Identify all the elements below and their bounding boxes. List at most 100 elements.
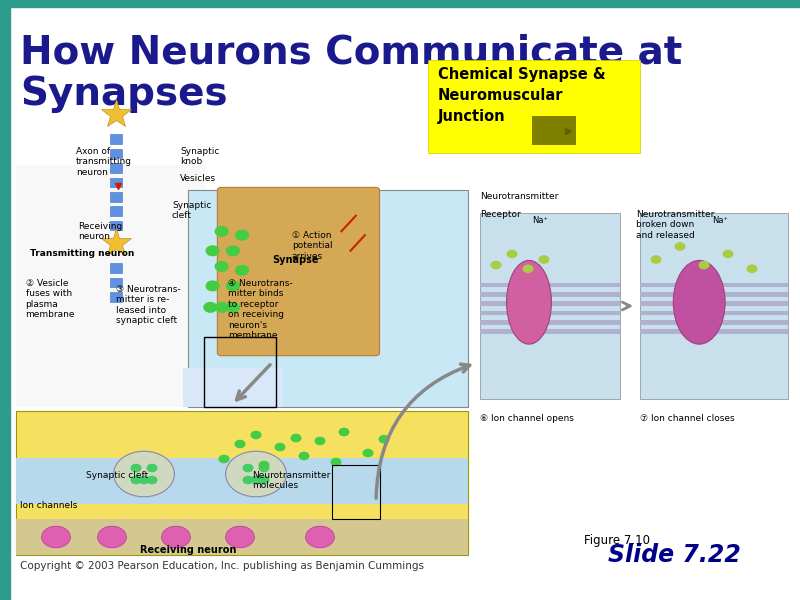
Circle shape — [299, 452, 309, 460]
Bar — [110, 134, 122, 144]
Circle shape — [251, 431, 261, 439]
Text: Copyright © 2003 Pearson Education, Inc. publishing as Benjamin Cummings: Copyright © 2003 Pearson Education, Inc.… — [20, 561, 424, 571]
Bar — [188, 190, 468, 407]
Bar — [480, 301, 620, 306]
Circle shape — [98, 526, 126, 548]
Circle shape — [226, 246, 239, 256]
FancyBboxPatch shape — [218, 187, 379, 356]
Circle shape — [219, 455, 229, 463]
Text: ② Vesicle
fuses with
plasma
membrane: ② Vesicle fuses with plasma membrane — [26, 279, 75, 319]
Circle shape — [491, 262, 501, 269]
Circle shape — [523, 265, 533, 272]
Circle shape — [226, 451, 286, 497]
Bar — [640, 213, 788, 399]
Bar — [480, 320, 620, 325]
Circle shape — [226, 281, 239, 291]
Circle shape — [699, 262, 709, 269]
Circle shape — [215, 262, 228, 271]
Circle shape — [243, 476, 253, 484]
Circle shape — [339, 428, 349, 436]
Circle shape — [675, 243, 685, 250]
Circle shape — [226, 526, 254, 548]
Circle shape — [204, 302, 217, 312]
Ellipse shape — [506, 260, 551, 344]
Bar — [480, 213, 620, 399]
Bar — [428, 60, 640, 153]
Bar — [332, 465, 380, 519]
Text: Synapses: Synapses — [20, 75, 228, 113]
Circle shape — [291, 434, 301, 442]
Text: Vesicles: Vesicles — [180, 174, 216, 183]
Bar — [110, 149, 122, 158]
Circle shape — [363, 449, 373, 457]
Circle shape — [259, 476, 269, 484]
Circle shape — [259, 461, 269, 469]
Circle shape — [226, 302, 239, 312]
Text: Receiving
neuron: Receiving neuron — [78, 222, 122, 241]
Circle shape — [235, 230, 248, 240]
Ellipse shape — [674, 260, 725, 344]
Circle shape — [379, 436, 389, 443]
Text: Na⁺: Na⁺ — [532, 216, 548, 225]
Bar — [480, 329, 620, 334]
Circle shape — [651, 256, 661, 263]
Bar — [16, 519, 468, 555]
Bar — [0, 0, 10, 600]
Text: ① Action
potential
arrives: ① Action potential arrives — [292, 231, 333, 261]
Bar — [110, 221, 122, 230]
Text: Synapse: Synapse — [272, 255, 318, 265]
Circle shape — [131, 476, 141, 484]
Text: Synaptic cleft: Synaptic cleft — [86, 471, 149, 480]
Circle shape — [215, 226, 228, 236]
Text: Neurotransmitter: Neurotransmitter — [480, 192, 558, 201]
Text: Ion channels: Ion channels — [20, 501, 78, 510]
Bar — [640, 320, 788, 325]
Text: Figure 7.10: Figure 7.10 — [584, 534, 650, 547]
Circle shape — [139, 476, 149, 484]
Circle shape — [114, 451, 174, 497]
Circle shape — [539, 256, 549, 263]
Text: Axon of
transmitting
neuron: Axon of transmitting neuron — [76, 147, 132, 177]
Bar — [110, 206, 122, 216]
Circle shape — [235, 440, 245, 448]
Text: Neurotransmitter
molecules: Neurotransmitter molecules — [252, 471, 330, 490]
Bar — [640, 329, 788, 334]
Bar — [532, 116, 576, 145]
Text: Na⁺: Na⁺ — [712, 216, 728, 225]
Bar — [16, 165, 468, 555]
Circle shape — [747, 265, 757, 272]
Bar — [480, 311, 620, 315]
Bar — [16, 165, 206, 407]
Bar — [110, 292, 122, 302]
Text: How Neurons Communicate at: How Neurons Communicate at — [20, 33, 682, 71]
Bar — [110, 163, 122, 173]
Circle shape — [42, 526, 70, 548]
Bar — [16, 458, 468, 505]
Circle shape — [147, 464, 157, 472]
Circle shape — [206, 281, 219, 291]
Text: ④ Neurotrans-
mitter binds
to receptor
on receiving
neuron's
membrane: ④ Neurotrans- mitter binds to receptor o… — [228, 279, 293, 340]
Circle shape — [243, 464, 253, 472]
Bar — [640, 292, 788, 296]
Circle shape — [306, 526, 334, 548]
Circle shape — [723, 250, 733, 257]
Circle shape — [507, 250, 517, 257]
Circle shape — [251, 476, 261, 484]
Circle shape — [215, 302, 228, 312]
Text: ⑥ Ion channel opens: ⑥ Ion channel opens — [480, 414, 574, 423]
Text: Chemical Synapse &
Neuromuscular
Junction: Chemical Synapse & Neuromuscular Junctio… — [438, 67, 606, 124]
Bar — [0, 0, 800, 7]
Bar — [110, 278, 122, 287]
Circle shape — [206, 246, 219, 256]
Text: ⑦ Ion channel closes: ⑦ Ion channel closes — [640, 414, 734, 423]
Bar — [640, 311, 788, 315]
Text: ③ Neurotrans-
mitter is re-
leased into
synaptic cleft: ③ Neurotrans- mitter is re- leased into … — [116, 285, 181, 325]
Circle shape — [131, 464, 141, 472]
Bar — [640, 283, 788, 287]
Bar — [640, 301, 788, 306]
Text: Slide 7.22: Slide 7.22 — [608, 543, 741, 567]
Circle shape — [275, 443, 285, 451]
Circle shape — [235, 265, 248, 275]
Circle shape — [259, 464, 269, 472]
Bar — [110, 263, 122, 273]
